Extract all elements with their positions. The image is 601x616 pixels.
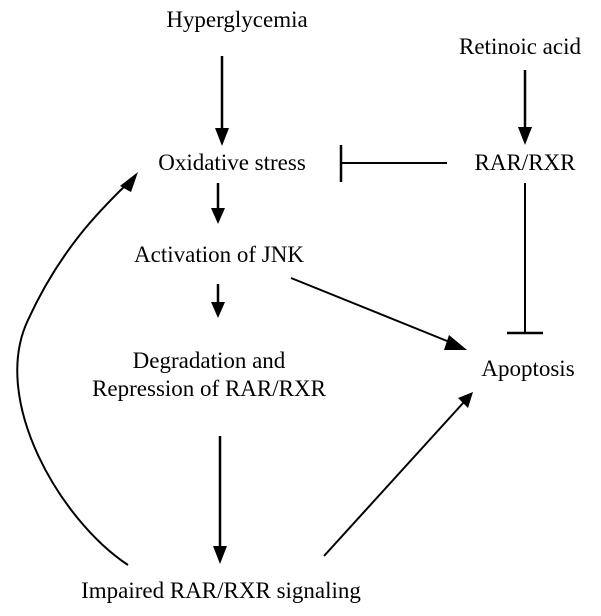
node-rar-rxr: RAR/RXR <box>474 150 576 175</box>
node-degradation-line-1: Degradation and <box>132 348 286 373</box>
node-degradation-line-2: Repression of RAR/RXR <box>92 376 326 401</box>
edge-impaired-signaling-to-apoptosis <box>323 392 473 557</box>
node-hyperglycemia: Hyperglycemia <box>166 7 308 32</box>
node-degradation-repression: Degradation and Repression of RAR/RXR <box>92 347 326 403</box>
edge-jnk-to-apoptosis <box>290 277 467 350</box>
node-oxidative-stress: Oxidative stress <box>158 150 306 175</box>
node-retinoic-acid: Retinoic acid <box>459 34 581 59</box>
node-impaired-signaling: Impaired RAR/RXR signaling <box>81 578 361 603</box>
edge-hyperglycemia-to-oxidative-stress <box>215 56 229 146</box>
edge-oxidative-stress-to-jnk <box>211 183 225 224</box>
edge-jnk-to-degradation <box>211 284 225 318</box>
edge-degradation-to-impaired-signaling <box>213 436 227 564</box>
node-activation-of-jnk: Activation of JNK <box>134 242 304 267</box>
edge-rar-rxr-inhibits-apoptosis <box>507 183 543 335</box>
node-apoptosis: Apoptosis <box>481 356 575 381</box>
edge-rar-rxr-inhibits-oxidative-stress <box>339 145 447 182</box>
edge-impaired-signaling-to-oxidative-stress <box>16 172 138 566</box>
edge-retinoic-acid-to-rar-rxr <box>518 70 532 145</box>
